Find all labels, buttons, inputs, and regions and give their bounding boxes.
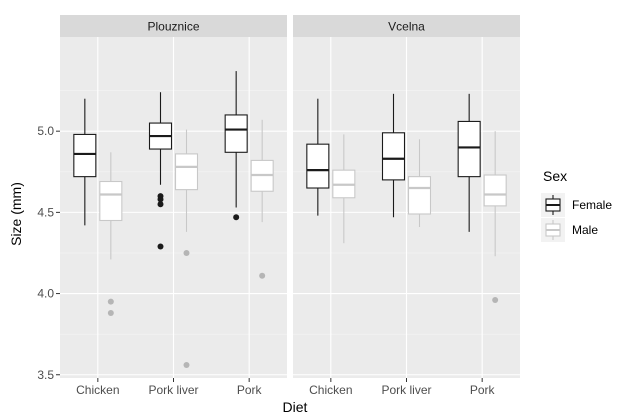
boxplot-male [174,129,199,369]
outlier-point [233,214,240,221]
boxplot-male [250,119,274,279]
outlier-point [107,310,114,317]
boxplot-female [306,98,330,216]
box [224,114,248,153]
outlier-point [157,243,164,250]
box [174,153,199,191]
y-tick-label: 5.0 [37,124,54,138]
box-series [73,71,507,369]
x-tick-label: Pork liver [381,383,431,397]
box [457,120,481,178]
facet-panels: Plouznice Vcelna [60,15,520,378]
boxplot-male [483,131,507,304]
outlier-point [259,272,266,279]
y-axis-title: Size (mm) [8,182,24,246]
facet-strip [293,15,520,37]
x-tick-label: Chicken [309,383,352,397]
legend-key-male [541,218,565,242]
box [306,143,330,189]
x-axis-title: Diet [283,399,308,415]
boxplot-female [381,93,406,218]
x-tick-label: Pork [237,383,263,397]
legend-key-female [541,193,565,217]
outlier-point [183,249,190,256]
x-tick-label: Pork [470,383,496,397]
y-tick-label: 3.5 [37,368,54,382]
boxplot-female [73,98,97,226]
boxplot-female [224,71,248,221]
outlier-point [492,297,499,304]
y-axis: 3.5 4.0 4.5 5.0 [37,124,60,382]
facet-strip-label: Vcelna [388,20,425,34]
outlier-point [107,298,114,305]
boxplot-male [332,134,356,244]
x-tick-label: Pork liver [148,383,198,397]
outlier-point [157,201,164,208]
box [381,132,406,181]
legend-title: Sex [543,168,567,184]
y-tick-label: 4.0 [37,287,54,301]
box [407,176,432,215]
outlier-point [183,362,190,369]
box [99,180,123,222]
legend-label: Male [572,223,598,237]
boxplot-male [99,152,123,317]
outlier-point [157,196,164,203]
boxplot-male [407,139,432,227]
facet-strip-label: Plouznice [147,20,199,34]
x-tick-label: Chicken [76,383,119,397]
facet-strip [60,15,287,37]
x-axis: Chicken Pork liver Pork Chicken Pork liver Po… [76,378,495,397]
boxplot-female [148,92,173,250]
y-tick-label: 4.5 [37,205,54,219]
boxplot-female [457,93,481,232]
box [73,133,97,178]
box [483,174,507,207]
legend: Sex Female Male [541,168,612,242]
legend-label: Female [572,198,612,212]
